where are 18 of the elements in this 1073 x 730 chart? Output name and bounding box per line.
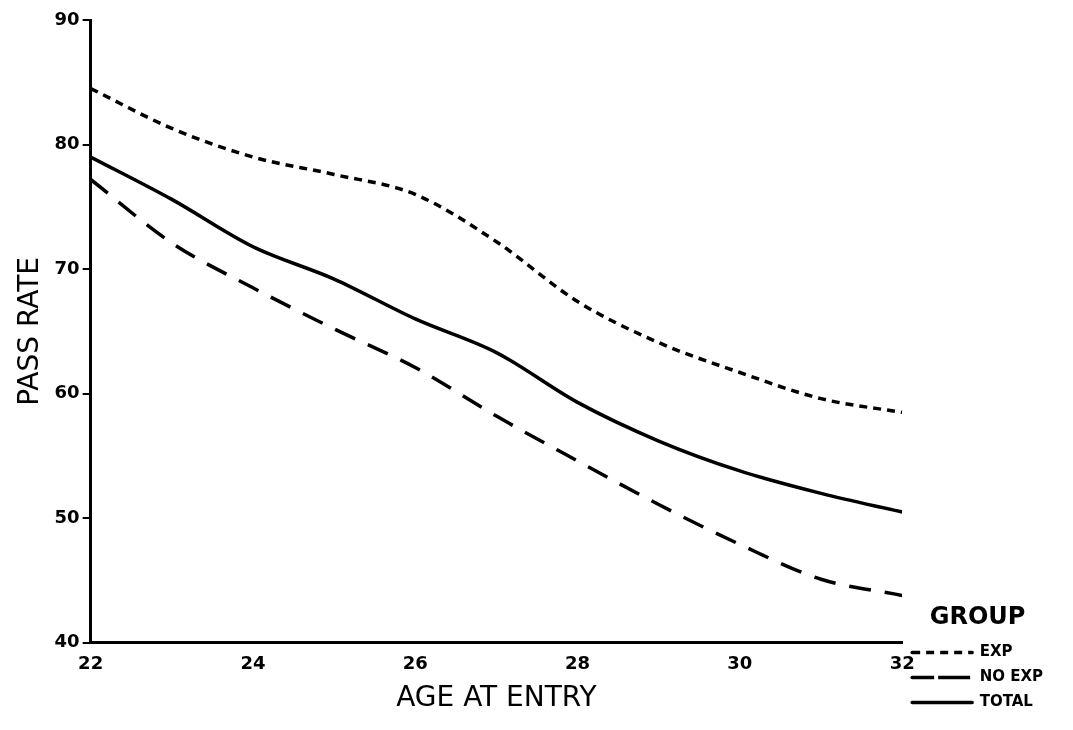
y-tick-label: 40 [54,630,80,652]
x-tick-label: 28 [565,652,591,674]
y-axis-title: PASS RATE [12,257,46,406]
y-tick-label: 80 [54,132,80,154]
legend-label: EXP [979,642,1013,661]
legend-title: GROUP [929,602,1026,631]
x-axis-title: AGE AT ENTRY [396,680,598,714]
y-tick-label: 60 [54,381,80,403]
x-tick-label: 26 [402,652,428,674]
y-tick-label: 90 [54,7,80,29]
x-tick-label: 24 [240,652,266,674]
legend-label: NO EXP [979,667,1044,686]
y-tick-label: 70 [54,256,80,278]
x-tick-label: 32 [889,652,915,674]
x-tick-label: 30 [727,652,753,674]
x-tick-label: 22 [78,652,104,674]
legend-label: TOTAL [979,692,1034,711]
y-tick-label: 50 [54,505,80,527]
